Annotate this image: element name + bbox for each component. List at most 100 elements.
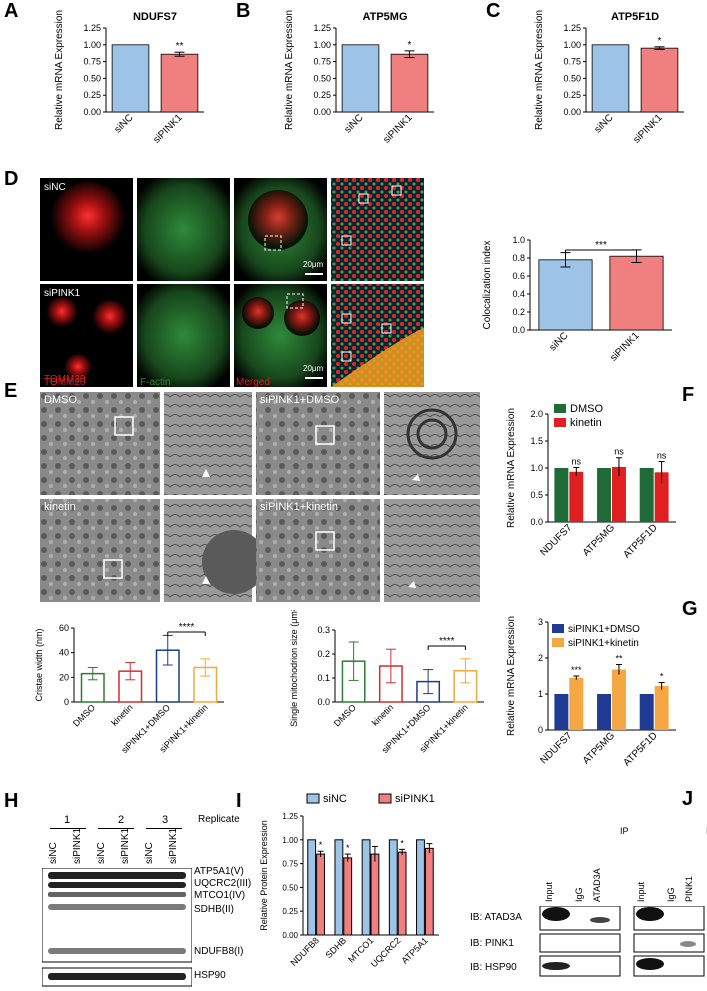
y-tick-label: 0.00	[563, 107, 581, 117]
legend-swatch	[554, 404, 566, 413]
panel-label-E: E	[4, 380, 18, 402]
y-tick-label: 0.75	[83, 57, 101, 67]
legend-swatch	[378, 793, 392, 804]
y-tick-label: 2	[538, 653, 543, 663]
chart-title: ATP5F1D	[611, 11, 659, 23]
y-axis-label: Single mitochodrion size (μm²)	[289, 610, 299, 727]
x-tick-label: siNC	[343, 112, 366, 135]
significance: ns	[614, 447, 624, 457]
significance: **	[176, 41, 184, 52]
y-tick-label: 0.0	[530, 517, 543, 527]
bar	[343, 857, 353, 936]
y-tick-label: 0.75	[313, 57, 331, 67]
y-tick-label: 1.25	[313, 23, 331, 33]
y-tick-label: 1.00	[83, 40, 101, 50]
y-tick-label: 0	[64, 697, 69, 707]
x-tick-label: siNC	[548, 330, 571, 353]
h-lane-label: siNC	[144, 842, 155, 864]
y-tick-label: 1.00	[282, 836, 298, 845]
bar	[597, 694, 611, 730]
x-tick-label: siPINK1	[151, 112, 185, 146]
x-tick-label: ATP5MG	[581, 730, 617, 766]
x-tick-label: siNC	[593, 112, 616, 135]
chart-E2: 0.0 0.1 0.2 0.3 Single mitochodrion size (μm…	[289, 610, 484, 755]
y-tick-label: 0.75	[282, 860, 298, 869]
x-tick-label: ATP5A1	[400, 935, 430, 965]
x-tick-label: DMSO	[71, 702, 97, 728]
x-tick-label: siPINK1	[631, 112, 665, 146]
panel-e-images: DMSO siPINK1+DMSO kinetin siPINK1+kineti…	[40, 392, 480, 604]
legend-label: kinetin	[570, 417, 602, 429]
panel-d-images: siNC siPINK1 20μm 20μm TOMM20	[40, 178, 480, 388]
h-replicate-label: Replicate	[198, 814, 240, 825]
y-tick-label: 0.5	[530, 490, 543, 500]
significance: ****	[439, 636, 455, 647]
y-tick-label: 1	[538, 689, 543, 699]
x-tick-label: kinetin	[109, 702, 134, 727]
y-tick-label: 0.50	[83, 73, 101, 83]
h-band-ndufb8: NDUFB8(I)	[194, 946, 244, 957]
y-tick-label: 0.50	[313, 73, 331, 83]
x-tick-label: UQCRC2	[369, 935, 403, 969]
legend-swatch	[554, 418, 566, 427]
significance: ****	[179, 622, 195, 633]
y-tick-label: 0.75	[563, 57, 581, 67]
d-channel-merged: Merged	[236, 377, 270, 388]
d-channel-tomm20: TOMM20	[44, 374, 86, 385]
y-tick-label: 0.50	[563, 73, 581, 83]
bar	[111, 44, 150, 113]
j-row-pink1: IB: PINK1	[470, 938, 514, 949]
chart-C: 0.00 0.25 0.50 0.75 1.00 1.25 Relative mRNA Ex…	[534, 10, 684, 146]
bar	[160, 53, 199, 113]
h-lane-label: siPINK1	[72, 827, 83, 864]
bar	[554, 468, 569, 522]
h-lane-label: siPINK1	[168, 827, 179, 864]
y-tick-label: 0.25	[282, 907, 298, 916]
h-replicate-2: 2	[118, 814, 125, 826]
bar	[591, 44, 630, 113]
y-axis-label: Relative mRNA Expression	[506, 616, 517, 736]
x-tick-label: siNC	[113, 112, 136, 135]
j-lane-label: IgG	[574, 887, 584, 902]
bar	[416, 839, 425, 936]
legend-label: siPINK1+DMSO	[568, 624, 640, 635]
bar	[639, 694, 654, 730]
x-tick-label: kinetin	[370, 702, 395, 727]
bar	[388, 839, 398, 936]
h-replicate-1: 1	[64, 814, 71, 826]
chart-title: ATP5MG	[362, 11, 407, 23]
bar	[612, 466, 626, 522]
j-lane-label: IgG	[666, 887, 676, 902]
d-channel-factin: F-actin	[140, 377, 171, 388]
panel-j-bands	[539, 906, 705, 977]
e-label-dmso: DMSO	[44, 394, 77, 406]
y-axis-label: Relative mRNA Expression	[534, 10, 545, 130]
y-tick-label: 1.5	[530, 436, 543, 446]
y-tick-label: 0.50	[282, 883, 298, 892]
bar	[569, 677, 584, 730]
significance: *	[319, 840, 323, 850]
bar	[361, 839, 371, 936]
y-tick-label: 1.00	[563, 40, 581, 50]
bar	[334, 839, 344, 936]
y-tick-label: 1.25	[282, 812, 298, 821]
h-lane-label: siNC	[96, 842, 107, 864]
y-tick-label: 60	[59, 623, 69, 633]
h-lane-label: siPINK1	[120, 827, 131, 864]
bar	[390, 53, 429, 113]
panel-label-G: G	[682, 598, 698, 620]
y-tick-label: 0.8	[512, 253, 525, 263]
h-loading-hsp90: HSP90	[194, 970, 226, 981]
significance: *	[346, 843, 350, 853]
j-row-hsp90: IB: HSP90	[470, 962, 517, 973]
chart-I: 0.00 0.25 0.50 0.75 1.00 1.25 Relative Protein…	[259, 793, 439, 969]
y-axis-label: Colocalization index	[482, 241, 493, 330]
bar	[538, 259, 593, 331]
significance: ns	[572, 456, 582, 466]
y-tick-label: 40	[59, 648, 69, 658]
significance: *	[658, 36, 662, 47]
bar	[307, 839, 317, 936]
panel-label-J: J	[682, 788, 694, 810]
x-tick-label: siPINK1	[381, 112, 415, 146]
